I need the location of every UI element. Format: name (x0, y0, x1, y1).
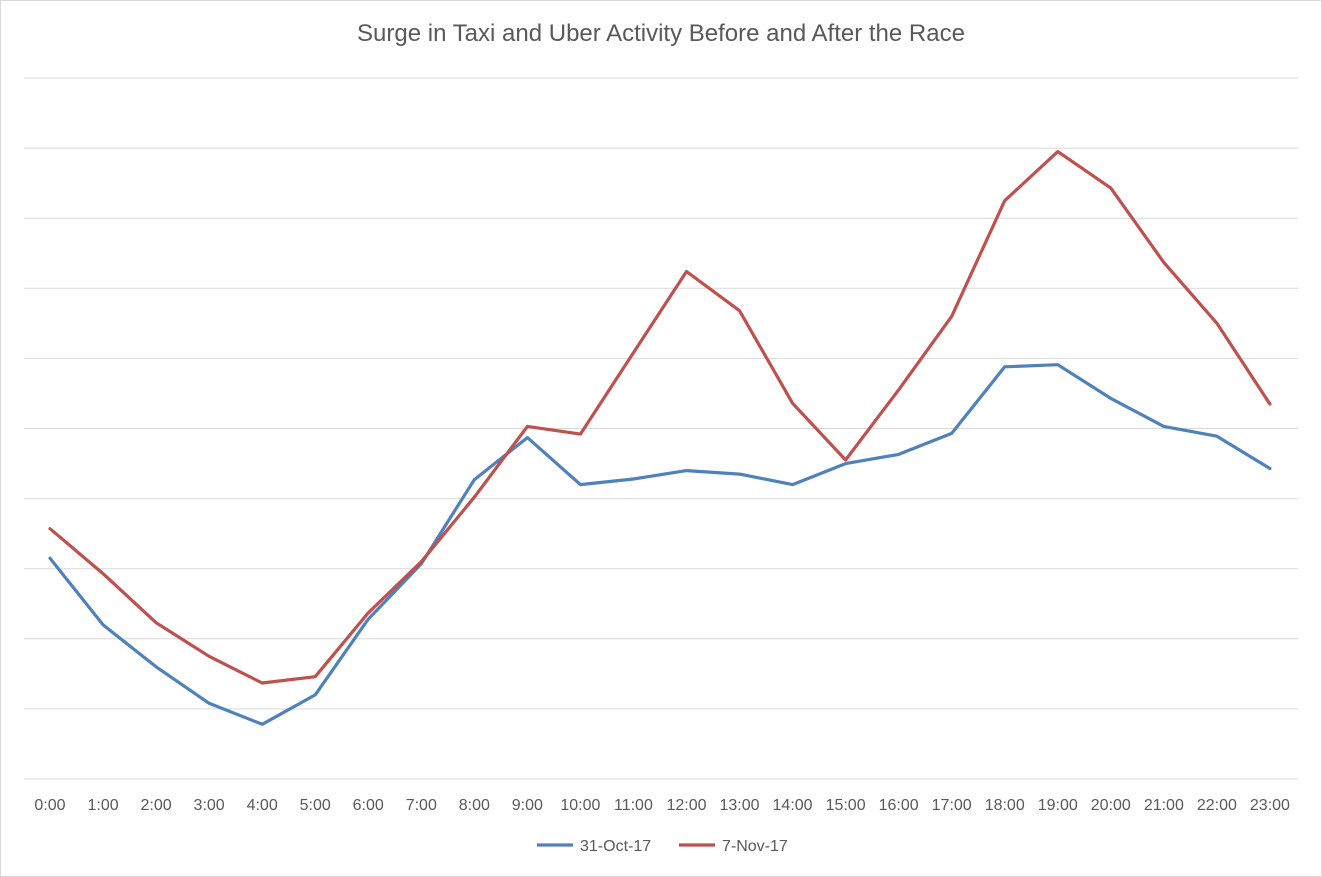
x-tick-label: 11:00 (614, 797, 653, 814)
x-tick-label: 22:00 (1197, 797, 1237, 814)
x-tick-label: 1:00 (87, 797, 118, 814)
legend-label: 7-Nov-17 (722, 838, 788, 855)
x-tick-label: 4:00 (247, 797, 278, 814)
x-tick-label: 0:00 (34, 797, 65, 814)
x-tick-label: 7:00 (406, 797, 437, 814)
series-line-1 (48, 363, 1272, 726)
x-tick-label: 19:00 (1038, 797, 1078, 814)
x-axis-tick-labels: 0:00 1:00 2:00 3:00 4:00 5:00 6:00 7:00 8:00 9:00… (34, 797, 1290, 814)
x-tick-label: 8:00 (459, 797, 490, 814)
legend-label: 31-Oct-17 (580, 838, 651, 855)
x-tick-label: 3:00 (194, 797, 225, 814)
x-tick-label: 9:00 (512, 797, 543, 814)
x-tick-label: 10:00 (560, 797, 600, 814)
x-tick-label: 5:00 (300, 797, 331, 814)
x-tick-label: 2:00 (141, 797, 172, 814)
x-tick-label: 14:00 (773, 797, 813, 814)
gridlines (24, 77, 1298, 780)
series-line-2 (48, 150, 1272, 685)
x-tick-label: 17:00 (932, 797, 972, 814)
x-tick-label: 13:00 (719, 797, 759, 814)
x-tick-label: 20:00 (1091, 797, 1131, 814)
x-tick-label: 23:00 (1250, 797, 1290, 814)
x-tick-label: 15:00 (826, 797, 866, 814)
x-tick-label: 16:00 (879, 797, 919, 814)
x-tick-label: 12:00 (666, 797, 706, 814)
x-tick-label: 6:00 (353, 797, 384, 814)
x-tick-label: 18:00 (985, 797, 1025, 814)
legend: 31-Oct-17 7-Nov-17 (537, 838, 788, 855)
chart-title: Surge in Taxi and Uber Activity Before a… (357, 20, 965, 47)
x-tick-label: 21:00 (1144, 797, 1184, 814)
series-lines (48, 150, 1272, 726)
